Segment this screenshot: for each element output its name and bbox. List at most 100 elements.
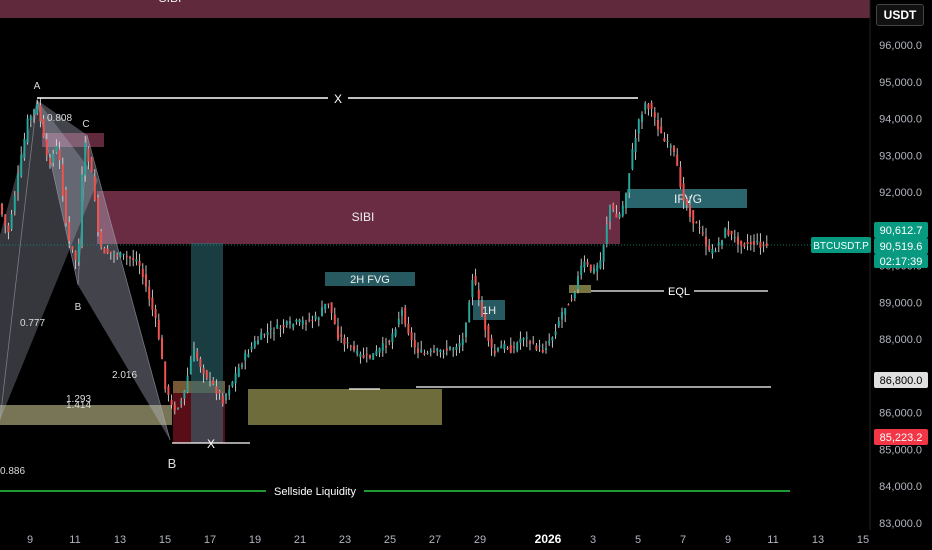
candle [484,313,487,338]
candle [145,265,147,292]
candle [308,312,311,323]
candle [167,384,170,402]
candle [701,225,704,237]
candle-body [196,351,199,360]
sellside-label: Sellside Liquidity [274,486,356,498]
candle [125,250,128,265]
candle [161,334,163,360]
time-tick-label: 9 [27,534,33,546]
candle [487,323,490,347]
currency-button[interactable]: USDT [876,4,924,26]
x-label-bg [328,90,348,106]
candle [253,335,256,349]
candle [436,347,439,357]
candle-body [276,324,279,329]
candle [497,347,499,353]
candle [129,255,131,267]
candle-body [756,240,759,243]
candle [212,377,215,386]
sibi-zone-top [0,0,870,18]
candle-body [132,258,135,261]
candle-body [759,241,762,248]
candle [570,294,573,302]
candle [154,304,157,328]
candle [356,344,359,357]
candle [148,279,151,307]
candle [682,176,685,210]
candle-body [727,229,730,236]
candle-body [388,340,391,343]
candle-body [634,137,637,152]
candle-body [420,349,423,352]
candle [516,341,519,353]
candle-body [458,343,461,347]
candle-body [116,254,119,257]
candle-body [439,349,442,353]
candle-body [23,138,26,159]
candle-body [666,140,669,143]
candle [234,366,237,392]
candle-body [36,103,39,114]
candle-body [381,343,384,351]
candle [327,303,330,309]
fvg-2h-label: 2H FVG [350,274,390,286]
candle-body [119,252,122,258]
candle-body [353,345,355,351]
candle-body [682,183,685,201]
candle-body [228,389,231,396]
candle [365,347,368,363]
candle-body [663,138,666,142]
candle-body [305,323,307,325]
candle [663,132,666,142]
candle-body [177,407,179,409]
candle [765,235,768,249]
candle-body [516,342,519,351]
candle [404,304,407,328]
candle-body [369,354,371,358]
price-tick-label: 89,000.0 [879,297,922,309]
candle [71,246,74,253]
candle [97,194,99,237]
candle [237,363,240,378]
pattern-ratio-1: 0.808 [47,113,72,124]
candle-body [314,315,317,320]
candle [87,146,90,170]
candle [100,229,103,250]
candle-body [161,337,163,360]
candle [180,397,183,408]
candle-body [605,224,608,245]
candle [602,244,605,270]
candle-body [346,342,349,344]
candle [586,258,589,267]
candle [596,262,599,281]
candle-body [362,355,365,358]
candle-body [90,157,93,173]
candle-body [637,119,640,134]
candle-body [596,265,599,272]
candle [385,337,387,354]
candle-body [327,303,330,305]
candle-body [10,214,13,230]
price-tick-label: 86,000.0 [879,408,922,420]
candle-body [573,292,576,299]
fvg-2h-zone [325,272,415,286]
candle [721,239,723,250]
candle-body [52,153,55,163]
candle [1,202,3,217]
candle-body [583,261,586,268]
candle-body [311,319,314,321]
candle-body [484,314,487,331]
price-badge-level-gray-bg [874,372,928,388]
candle-body [631,149,634,170]
candle [545,340,547,354]
candle [535,342,538,352]
candle-body [45,139,48,156]
candle-body [42,118,45,137]
candle-body [481,302,483,317]
symbol-tag-bg [811,237,871,253]
candle-body [356,350,359,355]
candle-body [506,348,509,350]
candle [407,316,410,336]
candle-body [186,375,189,393]
